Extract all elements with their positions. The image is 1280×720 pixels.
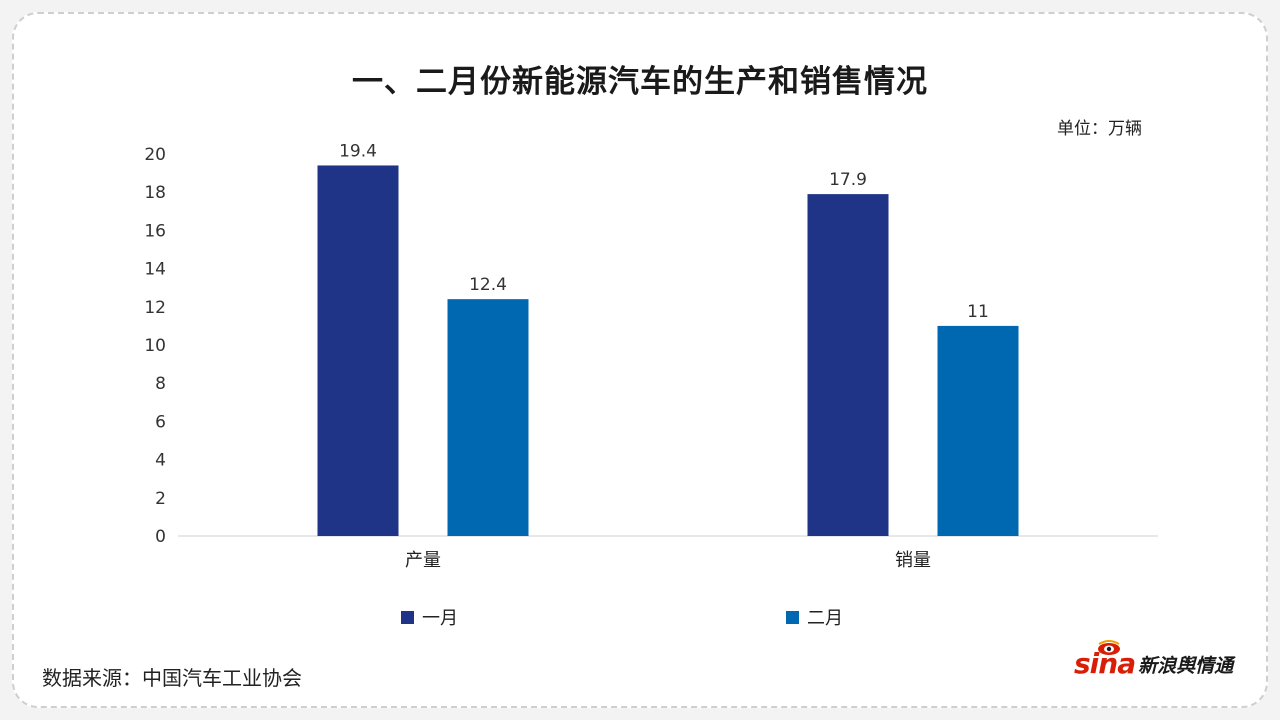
- legend-swatch-series-2: [786, 610, 799, 624]
- legend-item-series-2: 二月: [786, 604, 843, 630]
- chart-card: [12, 12, 1268, 708]
- legend-label-series-2: 二月: [807, 608, 843, 629]
- y-tick-label: 12: [144, 298, 166, 318]
- chart-title: 一、二月份新能源汽车的生产和销售情况: [352, 64, 928, 100]
- x-category-label: 产量: [405, 550, 441, 571]
- y-tick-label: 8: [155, 374, 166, 394]
- sina-eye-icon: [1098, 640, 1120, 655]
- y-tick-label: 16: [144, 221, 166, 241]
- data-label: 12.4: [469, 275, 507, 295]
- bar-1-1: [317, 165, 399, 536]
- data-source: 数据来源：中国汽车工业协会: [42, 666, 302, 690]
- data-label: 19.4: [339, 141, 377, 161]
- legend-swatch-series-1: [401, 610, 414, 624]
- y-tick-label: 2: [155, 489, 166, 509]
- legend-label-series-1: 一月: [422, 608, 458, 629]
- bar-2-1: [447, 299, 529, 536]
- y-tick-label: 6: [155, 412, 166, 432]
- y-tick-label: 4: [155, 451, 166, 471]
- y-tick-label: 0: [155, 527, 166, 547]
- sina-logo-text: 新浪舆情通: [1138, 655, 1234, 677]
- data-label: 11: [967, 302, 989, 322]
- legend: 一月 二月: [0, 604, 1280, 630]
- unit-label: 单位：万辆: [1057, 119, 1142, 139]
- bar-2-2: [937, 325, 1019, 536]
- data-label: 17.9: [829, 170, 867, 190]
- y-tick-label: 18: [144, 183, 166, 203]
- x-category-label: 销量: [895, 550, 931, 571]
- y-tick-label: 10: [144, 336, 166, 356]
- y-tick-label: 20: [144, 145, 166, 165]
- legend-item-series-1: 一月: [401, 604, 458, 630]
- y-tick-label: 14: [144, 260, 166, 280]
- sina-logo-mark: sina: [1074, 640, 1136, 678]
- sina-logo: sina 新浪舆情通: [1074, 640, 1234, 678]
- bar-1-2: [807, 194, 889, 537]
